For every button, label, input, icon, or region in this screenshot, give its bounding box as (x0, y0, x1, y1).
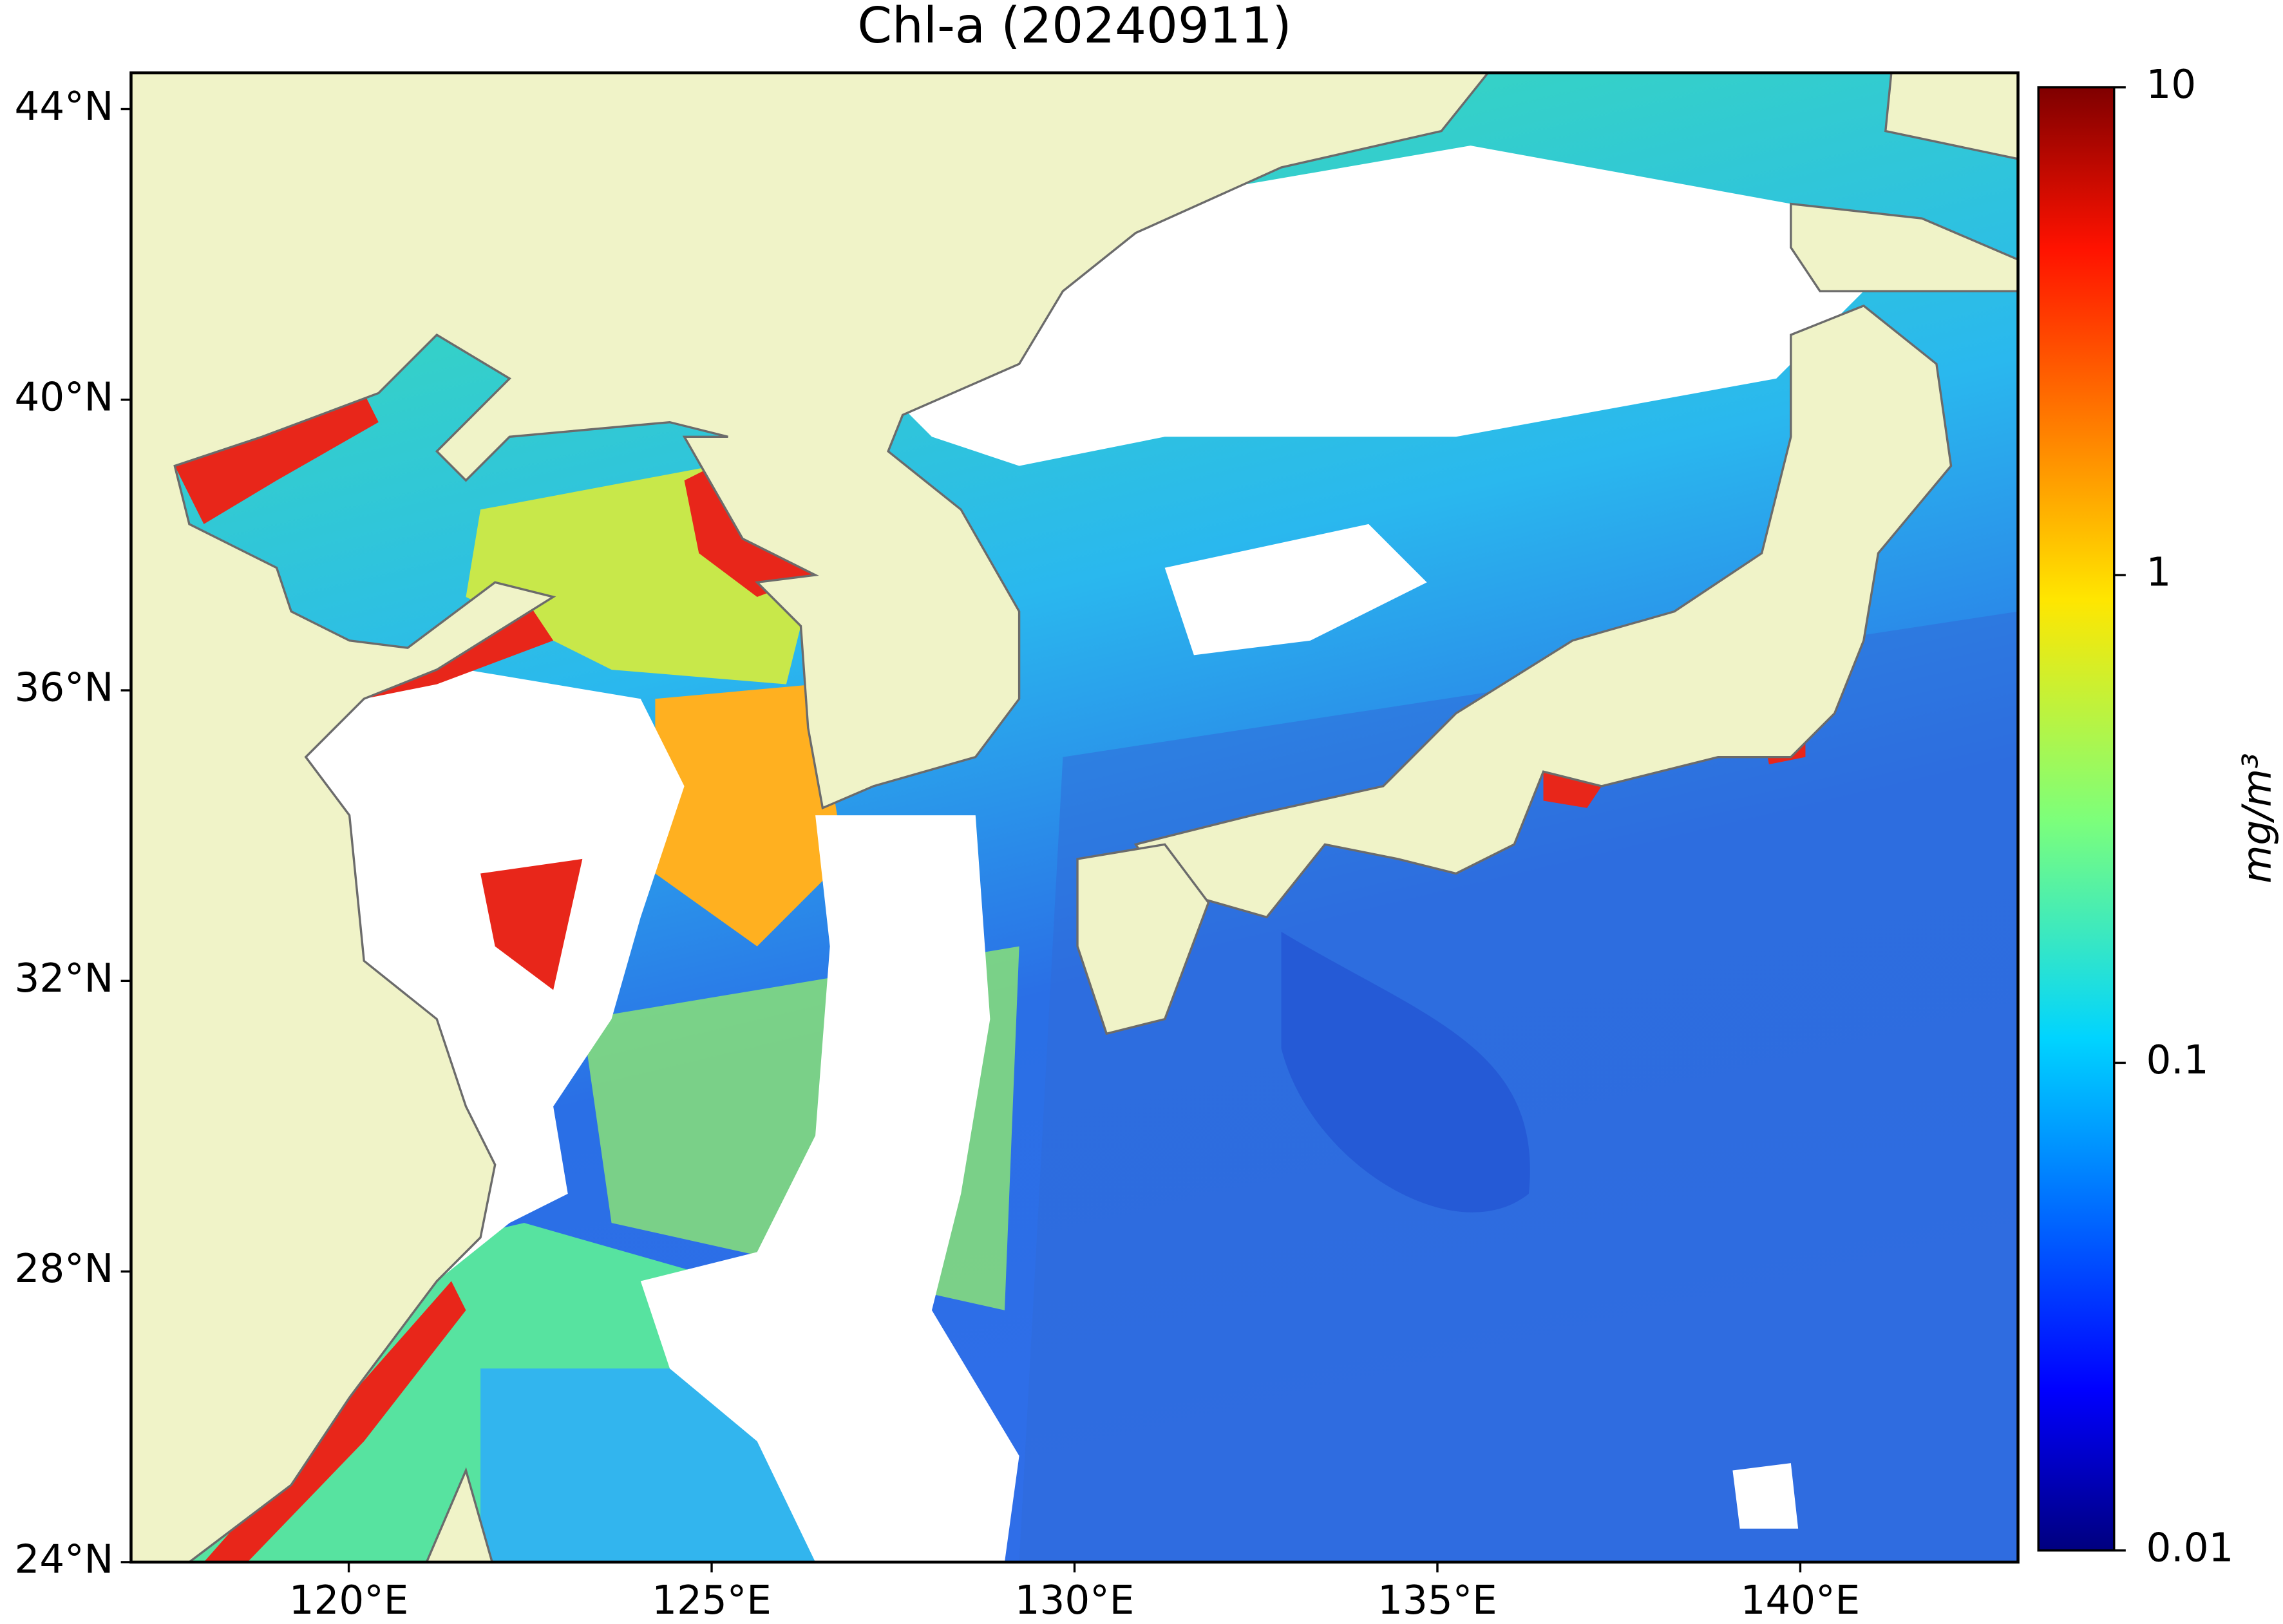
y-tick-label: 44°N (15, 84, 114, 129)
coastal-water (655, 684, 845, 947)
land (131, 73, 1490, 1562)
y-tick-label: 28°N (15, 1246, 114, 1292)
colorbar-label: mg/m³ (2234, 753, 2280, 883)
colorbar-tick-label: 10 (2146, 62, 2196, 108)
x-tick-label: 120°E (289, 1578, 409, 1623)
y-tick-label: 40°N (15, 374, 114, 420)
colorbar-tick-label: 0.01 (2146, 1525, 2233, 1571)
chart-title: Chl-a (20240911) (857, 0, 1291, 55)
low-chl-eddy (1281, 931, 1530, 1213)
map-area (131, 73, 2018, 1562)
x-tick-label: 135°E (1378, 1578, 1497, 1623)
land (425, 73, 2018, 1562)
colorbar (2037, 86, 2116, 1552)
y-tick-label: 36°N (15, 665, 114, 711)
x-tick-label: 140°E (1741, 1578, 1861, 1623)
x-tick-label: 125°E (652, 1578, 772, 1623)
colorbar-tick-label: 1 (2146, 550, 2171, 596)
colorbar-tick-label: 0.1 (2146, 1037, 2208, 1083)
y-tick-label: 32°N (15, 956, 114, 1001)
y-tick-label: 24°N (15, 1536, 114, 1582)
x-tick-label: 130°E (1015, 1578, 1135, 1623)
